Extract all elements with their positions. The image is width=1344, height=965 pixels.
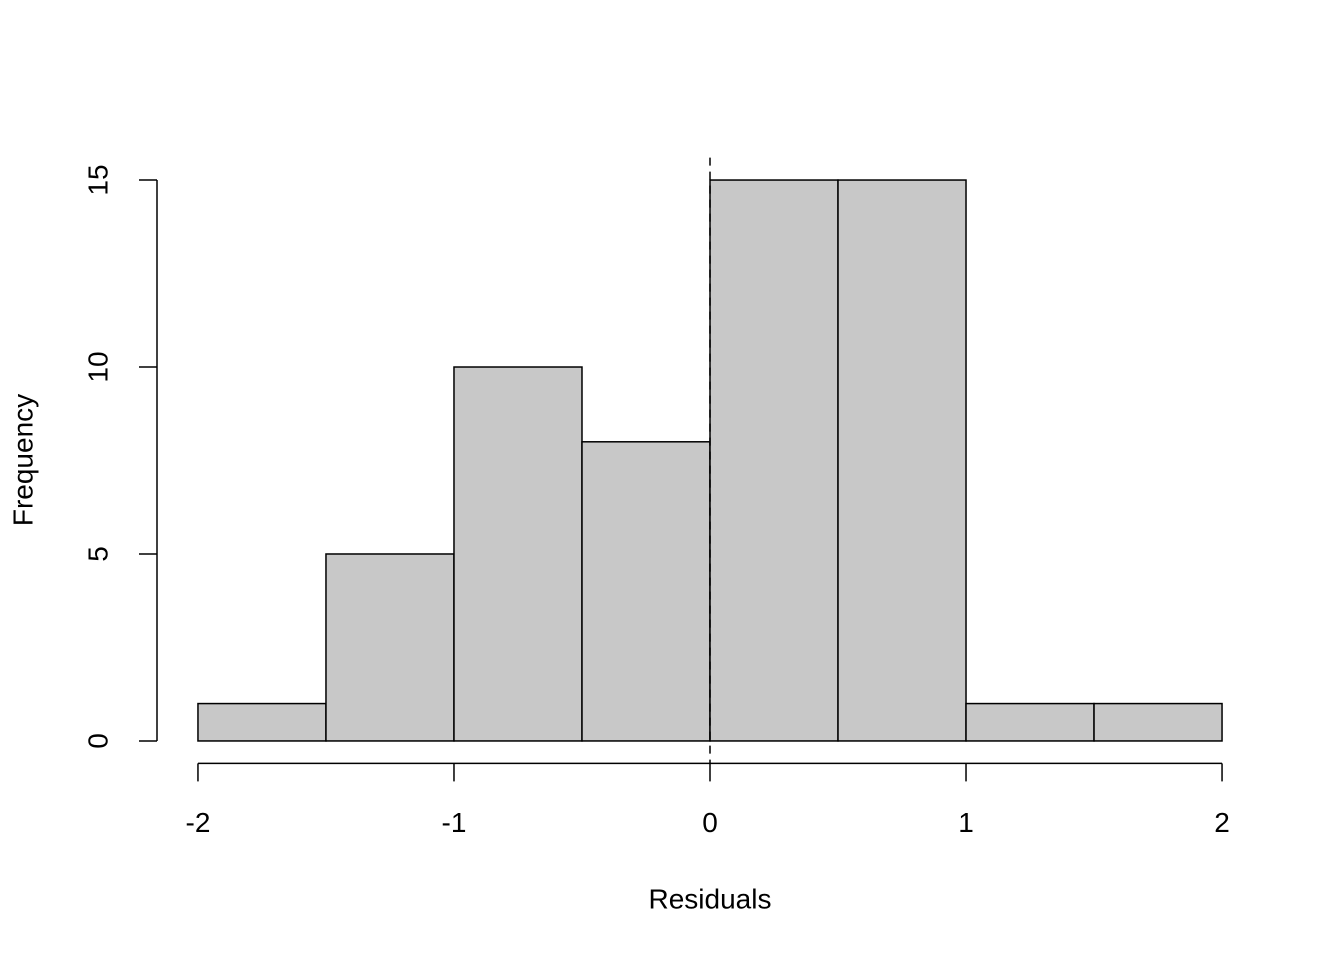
x-axis-label: Residuals [649,883,772,914]
bar [581,441,711,742]
bar [709,179,839,742]
bar [325,553,455,742]
y-tick-label: 15 [82,164,113,195]
x-tick-label: -1 [442,807,467,838]
y-tick-label: 10 [82,351,113,382]
y-tick-label: 0 [82,733,113,749]
bar [965,702,1095,742]
x-tick-label: 1 [958,807,974,838]
x-tick-label: -2 [186,807,211,838]
bar [837,179,967,742]
y-tick-label: 5 [82,546,113,562]
bar [197,702,327,742]
bar [1093,702,1223,742]
x-tick-label: 0 [702,807,718,838]
bar [453,366,583,742]
y-axis-label: Frequency [7,394,38,526]
x-tick-label: 2 [1214,807,1230,838]
